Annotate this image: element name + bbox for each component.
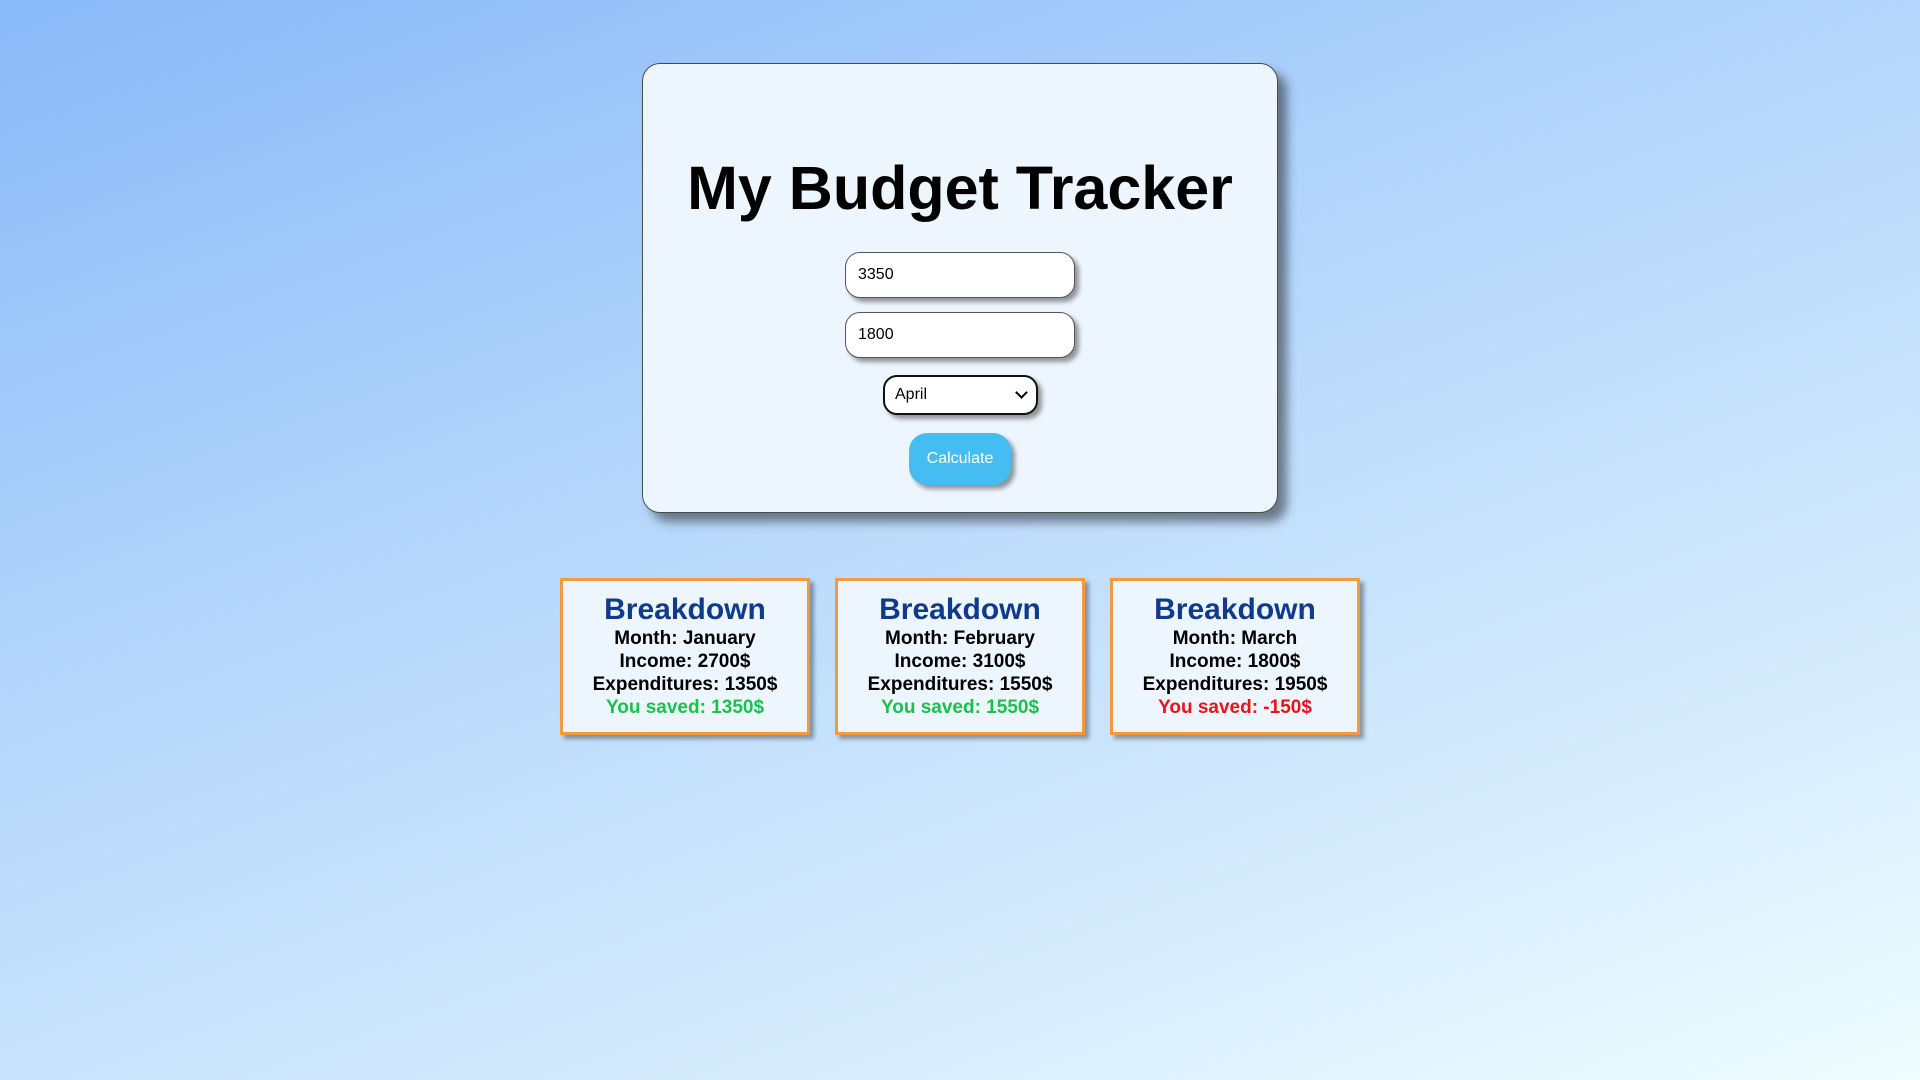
breakdown-income: Income: 3100$ bbox=[894, 651, 1026, 672]
breakdown-title: Breakdown bbox=[879, 593, 1041, 626]
breakdown-title: Breakdown bbox=[1154, 593, 1316, 626]
breakdown-list: Breakdown Month: January Income: 2700$ E… bbox=[560, 578, 1360, 735]
breakdown-saved: You saved: 1550$ bbox=[880, 697, 1040, 718]
chevron-down-icon bbox=[1015, 386, 1028, 399]
breakdown-card-march: Breakdown Month: March Income: 1800$ Exp… bbox=[1110, 578, 1360, 735]
breakdown-income: Income: 2700$ bbox=[619, 651, 751, 672]
breakdown-income: Income: 1800$ bbox=[1169, 651, 1301, 672]
breakdown-month: Month: January bbox=[614, 628, 756, 649]
calculate-button[interactable]: Calculate bbox=[909, 433, 1011, 485]
breakdown-month: Month: February bbox=[885, 628, 1035, 649]
expenditures-input[interactable] bbox=[845, 312, 1075, 358]
month-select[interactable]: April bbox=[883, 375, 1038, 415]
breakdown-expenditures: Expenditures: 1550$ bbox=[867, 674, 1053, 695]
breakdown-card-february: Breakdown Month: February Income: 3100$ … bbox=[835, 578, 1085, 735]
breakdown-saved: You saved: 1350$ bbox=[605, 697, 765, 718]
breakdown-month: Month: March bbox=[1172, 628, 1298, 649]
budget-form-card: My Budget Tracker April Calculate bbox=[642, 63, 1278, 513]
month-select-value: April bbox=[895, 386, 928, 403]
breakdown-expenditures: Expenditures: 1950$ bbox=[1142, 674, 1328, 695]
breakdown-saved: You saved: -150$ bbox=[1158, 697, 1312, 718]
breakdown-expenditures: Expenditures: 1350$ bbox=[592, 674, 778, 695]
breakdown-card-january: Breakdown Month: January Income: 2700$ E… bbox=[560, 578, 810, 735]
page-title: My Budget Tracker bbox=[687, 154, 1233, 222]
breakdown-title: Breakdown bbox=[604, 593, 766, 626]
income-input[interactable] bbox=[845, 252, 1075, 298]
